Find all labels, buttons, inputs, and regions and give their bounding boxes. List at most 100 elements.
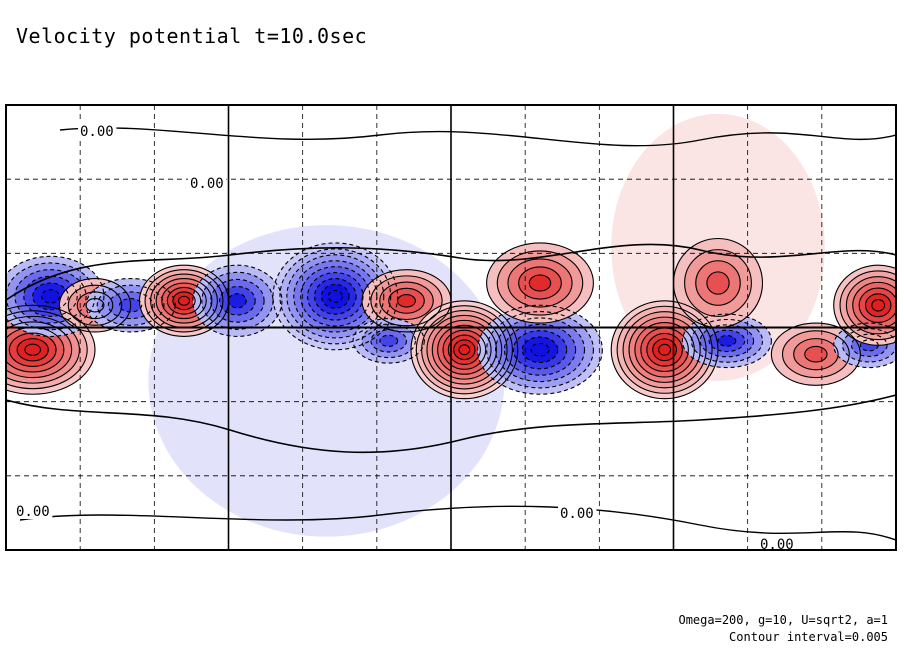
zero-contour-south [6,394,896,454]
cell-contour-blue1 [41,289,60,304]
cell-contour-blue3 [192,264,283,337]
cell-fill-red5 [459,344,470,355]
cell-fill-blue5 [379,335,398,347]
cell-contour-blue4 [279,248,392,345]
cell-fill-blue4 [328,290,343,303]
cell-contour-blue6 [494,317,586,383]
cell-contour-blue1 [6,255,105,337]
cell-contour-red6 [528,274,552,292]
cell-contour-red9 [793,338,839,371]
cell-contour-blue1 [6,262,96,331]
cell-contour-blue1 [23,275,78,317]
cell-contour-blue6 [486,311,594,389]
cell-contour-red4 [379,281,434,321]
cell-contour-blue8 [833,322,896,369]
cell-contour-red10 [871,298,886,312]
contour-label-bg [758,536,797,552]
cell-fill-red7 [658,344,671,356]
cell-fill-blue3 [228,293,247,308]
cell-fill-red1 [24,344,41,356]
cell-contour-blue5 [352,318,425,364]
cell-contour-red1 [24,343,42,356]
cell-contour-red10 [845,276,896,335]
cell-contour-red10 [864,293,892,318]
cell-contour-red5 [453,339,476,361]
cell-contour-red2 [76,291,114,320]
cell-contour-red7 [658,343,672,356]
cell-contour-red5 [415,305,513,395]
cell-contour-red6 [507,258,573,308]
cell-contour-blue5 [370,329,408,353]
cell-fill-red8 [706,271,730,295]
contour-layer [6,127,896,541]
cell-contour-red5 [431,319,497,380]
cell-contour-red5 [437,324,492,375]
cell-fill-red6 [529,274,551,292]
cell-contour-blue3 [219,286,256,316]
cell-contour-red1 [6,310,88,390]
cell-contour-red4 [370,275,443,327]
zero-contour-high-lat [59,127,896,147]
cell-fill-blue1 [41,289,60,304]
cell-contour-red3 [177,295,191,306]
cell-contour-red3 [144,269,224,333]
cell-contour-blue3 [227,293,247,309]
cell-contour-blue2 [118,298,143,313]
cell-contour-red3 [166,286,202,315]
cell-contour-blue6 [512,330,568,370]
cell-contour-blue6 [521,336,559,364]
cell-contour-blue3 [210,278,265,323]
zero-contour-low-lat [19,505,896,541]
contour-label-bg [78,123,117,139]
cell-contour-red1 [6,321,73,379]
cell-contour-blue8 [850,333,888,357]
cell-contour-red6 [486,242,594,324]
cell-contour-blue7 [699,324,755,358]
cell-contour-red7 [628,316,701,383]
cell-contour-blue6 [477,304,603,395]
cell-contour-blue7 [717,334,737,347]
grid-layer [6,105,896,550]
cell-contour-red3 [172,291,196,311]
cell-contour-blue4 [307,272,364,321]
cell-contour-red8 [706,271,730,295]
cell-contour-red8 [684,249,752,317]
cell-contour-red1 [8,332,57,367]
params-text: Omega=200, g=10, U=sqrt2, a=1 [678,613,888,627]
cell-contour-blue7 [690,318,764,363]
plot-title: Velocity potential t=10.0sec [16,24,368,48]
contour-interval-text: Contour interval=0.005 [729,630,888,644]
cell-contour-red3 [155,277,213,324]
cell-contour-red7 [622,311,707,389]
cell-contour-red1 [16,338,49,362]
cell-contour-red5 [458,344,471,356]
cell-contour-red10 [858,287,896,323]
cell-contour-red7 [634,322,695,378]
cell-contour-red2 [58,277,132,333]
cell-contour-blue2 [85,277,176,333]
zero-contour-north [6,243,896,301]
contour-label-bg [558,505,597,521]
cell-contour-red3 [161,282,207,320]
cell-contour-red10 [839,270,896,341]
cell-contour-blue1 [32,282,69,311]
cell-contour-red4 [397,294,416,308]
cell-contour-blue4 [327,289,343,303]
cell-contour-red5 [442,329,487,370]
cell-contour-blue2 [107,291,154,320]
cell-fill-blue7 [718,335,736,347]
cell-contour-blue4 [272,242,399,351]
cell-fill-blue6 [531,343,549,357]
cell-fill-red10 [871,299,885,311]
cell-contour-red5 [447,334,481,365]
cell-contour-red10 [833,264,896,346]
map-frame [5,104,897,551]
cell-contour-red6 [518,266,562,300]
cell-contour-red4 [388,287,425,314]
cell-contour-blue2 [96,284,165,326]
contour-label: 0.00 [80,124,114,140]
cell-contour-red5 [421,310,508,390]
contour-label: 0.00 [16,504,50,520]
cell-contour-red7 [652,338,678,362]
